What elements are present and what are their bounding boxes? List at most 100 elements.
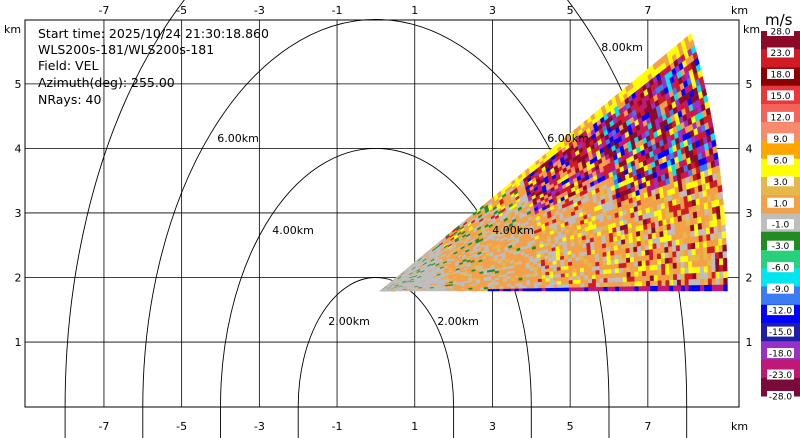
velocity-gate bbox=[672, 256, 677, 264]
colorbar-label-bg bbox=[767, 133, 794, 144]
x-tick-label-bottom: -1 bbox=[332, 420, 343, 433]
velocity-gate bbox=[622, 267, 627, 273]
velocity-gate bbox=[595, 269, 600, 275]
colorbar-tick-label: -3.0 bbox=[772, 242, 790, 252]
velocity-gate bbox=[693, 217, 699, 225]
velocity-gate bbox=[518, 285, 523, 289]
velocity-gate bbox=[622, 257, 627, 264]
velocity-gate bbox=[637, 250, 642, 257]
range-ring-label: 2.00km bbox=[328, 315, 370, 328]
velocity-gate bbox=[712, 219, 718, 227]
velocity-gate bbox=[657, 274, 662, 281]
velocity-gate bbox=[615, 286, 620, 292]
x-tick-label-top: -1 bbox=[332, 4, 343, 17]
velocity-gate bbox=[716, 218, 722, 227]
velocity-gate bbox=[711, 265, 716, 273]
velocity-gate bbox=[679, 249, 685, 257]
x-tick-label-bottom: 1 bbox=[411, 420, 418, 433]
velocity-gate bbox=[642, 285, 647, 292]
velocity-gate bbox=[717, 231, 723, 240]
x-tick-label-top: 1 bbox=[411, 4, 418, 17]
velocity-gate bbox=[692, 284, 697, 292]
velocity-gate bbox=[695, 247, 700, 255]
velocity-gate bbox=[526, 279, 531, 283]
velocity-gate bbox=[522, 282, 527, 286]
colorbar-label-bg bbox=[767, 90, 794, 101]
velocity-gate bbox=[664, 263, 670, 270]
velocity-gate bbox=[698, 241, 704, 249]
velocity-gate bbox=[669, 285, 674, 292]
velocity-gate bbox=[503, 288, 508, 292]
velocity-gate bbox=[507, 285, 512, 289]
velocity-gate bbox=[599, 286, 605, 292]
velocity-gate bbox=[694, 235, 700, 243]
velocity-gate bbox=[641, 260, 647, 267]
velocity-gate bbox=[703, 259, 709, 267]
y-tick-label-right: 3 bbox=[746, 207, 753, 220]
instrument-text: WLS200s-181/WLS200s-181 bbox=[38, 42, 214, 57]
velocity-gate bbox=[545, 281, 550, 285]
velocity-gate bbox=[468, 289, 473, 292]
velocity-gate bbox=[665, 279, 670, 286]
velocity-gate bbox=[579, 263, 585, 269]
velocity-gate bbox=[607, 277, 612, 283]
velocity-gate bbox=[537, 281, 543, 286]
x-tick-label-bottom: 3 bbox=[489, 420, 496, 433]
velocity-gate bbox=[702, 240, 708, 248]
velocity-gate bbox=[553, 287, 558, 292]
velocity-gate bbox=[622, 281, 628, 287]
velocity-gate bbox=[499, 286, 504, 289]
velocity-gate bbox=[657, 258, 662, 265]
velocity-gate bbox=[695, 253, 701, 261]
velocity-gate bbox=[618, 258, 623, 264]
velocity-gate bbox=[684, 255, 689, 262]
colorbar-label-bg bbox=[767, 219, 794, 230]
velocity-gate bbox=[659, 236, 665, 243]
velocity-gate bbox=[647, 233, 653, 240]
velocity-gate bbox=[526, 287, 531, 292]
velocity-gate bbox=[677, 285, 682, 292]
velocity-gate bbox=[723, 264, 728, 272]
velocity-gate bbox=[707, 258, 712, 267]
velocity-gate bbox=[533, 278, 539, 283]
velocity-gate bbox=[706, 233, 711, 241]
velocity-gate bbox=[718, 191, 724, 200]
x-tick-label-bottom: 5 bbox=[567, 420, 574, 433]
range-ring-label: 6.00km bbox=[547, 132, 589, 145]
velocity-gate bbox=[719, 264, 724, 272]
y-tick-label-left: 3 bbox=[15, 207, 22, 220]
velocity-gate bbox=[663, 240, 669, 248]
velocity-gate bbox=[564, 269, 569, 274]
velocity-gate bbox=[660, 252, 666, 259]
velocity-gate bbox=[671, 245, 677, 252]
velocity-gate bbox=[618, 262, 623, 269]
velocity-gate bbox=[660, 257, 666, 265]
velocity-gate bbox=[568, 276, 574, 281]
y-tick-labels-right: 1 2 3 4 5 bbox=[746, 78, 753, 349]
velocity-gate bbox=[691, 254, 697, 262]
velocity-gate bbox=[526, 282, 531, 286]
velocity-gate bbox=[684, 267, 689, 274]
velocity-gate bbox=[716, 211, 722, 220]
velocity-gate bbox=[674, 221, 679, 229]
velocity-gate bbox=[518, 288, 523, 292]
velocity-gate bbox=[610, 268, 616, 274]
colorbar: 28.0 23.0 18.0 15.0 12.0 9.0 6.0 3.0 1.0 -1.0 -3.0… bbox=[761, 26, 800, 403]
velocity-gate bbox=[510, 285, 516, 289]
colorbar-tick-label: -1.0 bbox=[772, 221, 790, 231]
velocity-gate bbox=[649, 275, 655, 281]
velocity-gate bbox=[603, 268, 608, 275]
azimuth-text: Azimuth(deg): 255.00 bbox=[38, 75, 175, 90]
velocity-gate bbox=[614, 263, 620, 269]
velocity-gate bbox=[610, 263, 616, 270]
x-tick-label-top: 7 bbox=[644, 4, 651, 17]
velocity-gate bbox=[610, 254, 615, 261]
velocity-gate bbox=[656, 247, 662, 254]
y-tick-label-left: 2 bbox=[15, 272, 22, 285]
velocity-gate bbox=[710, 245, 716, 254]
velocity-gate bbox=[634, 275, 639, 282]
velocity-gate bbox=[622, 276, 628, 282]
velocity-gate bbox=[696, 272, 701, 280]
velocity-gate bbox=[687, 242, 692, 250]
velocity-gate bbox=[651, 232, 657, 239]
